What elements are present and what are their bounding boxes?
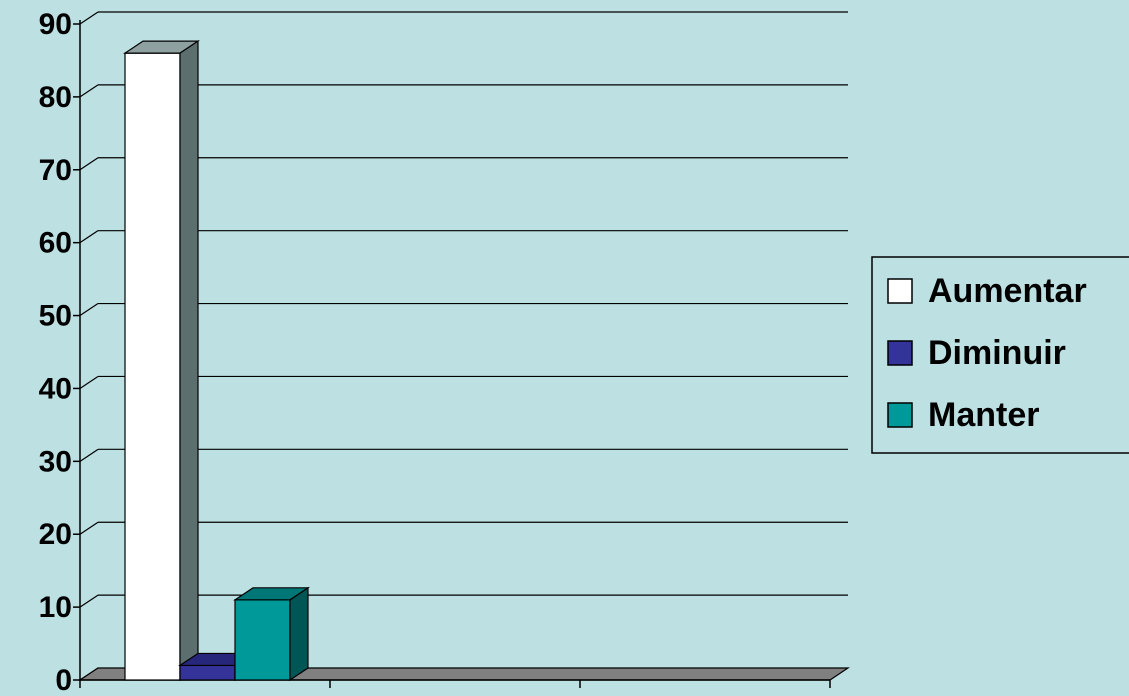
gridlines (79, 11, 848, 681)
bar-front (234, 599, 291, 681)
legend-box (871, 256, 1129, 454)
gridline-connector (79, 157, 99, 171)
y-tick-label: 0 (55, 664, 72, 691)
legend-swatch-diminuir (887, 340, 913, 366)
bar-front (179, 664, 236, 681)
gridline-connector (79, 521, 99, 535)
bar-manter (233, 586, 310, 682)
y-tick-label: 40 (39, 372, 72, 405)
legend-swatch-manter (887, 402, 913, 428)
y-tick-label: 50 (39, 300, 72, 333)
bar-side (179, 40, 199, 682)
y-tick-label: 20 (39, 518, 72, 551)
y-tick-label: 10 (39, 591, 72, 624)
y-tick-label: 70 (39, 154, 72, 187)
legend-label-aumentar: Aumentar (928, 272, 1087, 310)
bar-front (124, 52, 181, 681)
gridline-connector (79, 303, 99, 317)
bars (123, 40, 310, 682)
gridline-connector (79, 448, 99, 462)
gridline-connector (79, 84, 99, 98)
gridline-connector (79, 230, 99, 244)
legend: Aumentar Diminuir Manter (871, 256, 1129, 454)
bar-aumentar (123, 40, 200, 682)
gridline-connector (79, 11, 99, 25)
gridline-connector (79, 594, 99, 608)
y-tick-label: 80 (39, 81, 72, 114)
bar-side (289, 586, 309, 682)
gridline-connector (79, 375, 99, 389)
legend-swatch-aumentar (887, 278, 913, 304)
y-tick-label: 30 (39, 445, 72, 478)
axes: 0 10 20 30 40 50 60 70 80 90 (39, 8, 831, 696)
y-tick-label: 90 (39, 8, 72, 41)
y-tick-label: 60 (39, 227, 72, 260)
legend-label-manter: Manter (928, 396, 1039, 434)
legend-label-diminuir: Diminuir (928, 334, 1066, 372)
